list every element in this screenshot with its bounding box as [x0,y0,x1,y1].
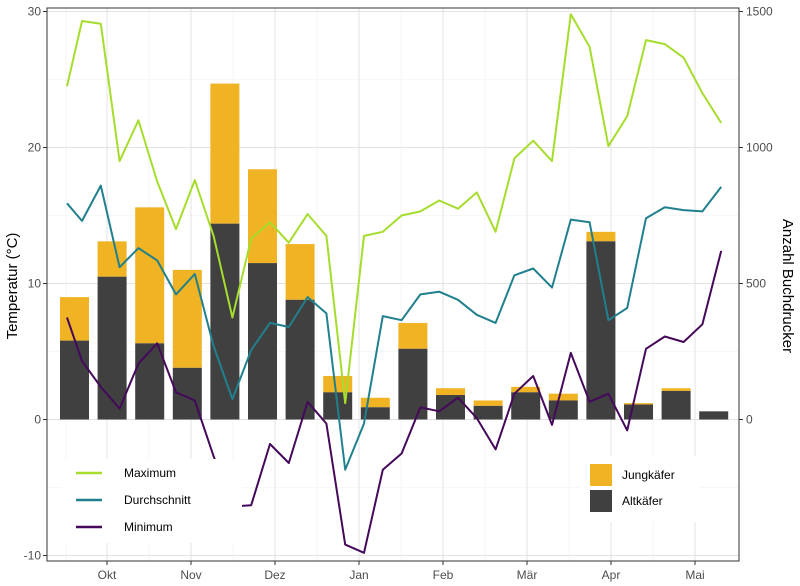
bar-jungkaefer [210,83,240,224]
lines [66,13,723,554]
legend-lines: Maximum Durchschnitt Minimum [62,459,242,543]
plot-border [46,7,740,562]
bar-jungkaefer [436,388,465,396]
bar-altkaefer [548,400,578,420]
x-tick-label: Apr [602,568,621,582]
bar-altkaefer [135,343,165,420]
bar-altkaefer [699,411,729,420]
bar-jungkaefer [360,397,390,408]
bar-jungkaefer [398,322,428,349]
bar-altkaefer [586,241,616,420]
x-tick-label: Feb [433,568,454,582]
bar-jungkaefer [248,169,277,264]
line-minimum [66,250,723,554]
bar-jungkaefer [97,241,127,277]
legend-key-bar-jungkaefer [590,464,612,486]
bar-jungkaefer [473,400,503,406]
y-right-tick-label: 1000 [746,141,773,155]
bar-altkaefer [436,395,465,420]
bar-jungkaefer [323,375,353,393]
line-durchschnitt [66,184,722,471]
y-left-tick-label: 0 [34,413,41,427]
bar-altkaefer [210,223,240,420]
bar-altkaefer [398,348,428,420]
bar-jungkaefer [586,231,616,242]
x-tick-label: Mai [685,568,704,582]
y-right-tick-label: 0 [746,413,753,427]
bar-altkaefer [97,276,127,420]
bar-altkaefer [624,404,653,420]
x-tick-label: Okt [98,568,117,582]
bar-altkaefer [285,299,315,420]
bar-altkaefer [473,405,503,420]
y-left-tick-label: 30 [28,5,42,19]
y-left-tick-label: -10 [24,549,42,563]
x-tick-label: Dez [264,568,285,582]
bar-jungkaefer [548,393,578,401]
legend-bars: Jungkäfer Altkäfer [580,456,700,522]
x-tick-label: Nov [180,568,201,582]
legend-label-bar-altkaefer: Altkäfer [622,494,663,508]
bar-jungkaefer [511,386,541,393]
bar-jungkaefer [135,207,165,344]
x-tick-label: Mär [517,568,538,582]
bar-jungkaefer [661,388,691,391]
bar-altkaefer [248,263,277,420]
bar-jungkaefer [285,244,315,300]
legend-label-minimum: Minimum [124,520,173,534]
y-axis-right-title: Anzahl Buchdrucker [779,219,796,353]
legend-key-bar-altkaefer [590,490,612,512]
bar-jungkaefer [624,403,653,405]
line-maximum [66,13,723,405]
bar-altkaefer [511,392,541,420]
y-right-tick-label: 500 [746,277,766,291]
bar-altkaefer [661,390,691,420]
bars [60,83,729,420]
legend-label-durchschnitt: Durchschnitt [124,493,191,507]
legend-label-maximum: Maximum [124,466,176,480]
x-tick-label: Jan [349,568,368,582]
bar-jungkaefer [60,297,89,341]
y-left-tick-label: 10 [28,277,42,291]
bar-altkaefer [60,340,89,420]
bar-altkaefer [360,407,390,420]
y-axis-left-title: Temperatur (°C) [4,233,21,340]
ticks: -10 0 10 20 30 0 500 1000 1500 Okt Nov Dez Jan Feb Mär… [24,5,773,583]
y-right-tick-label: 1500 [746,5,773,19]
legend-label-bar-jungkaefer: Jungkäfer [622,468,675,482]
y-left-tick-label: 20 [28,141,42,155]
